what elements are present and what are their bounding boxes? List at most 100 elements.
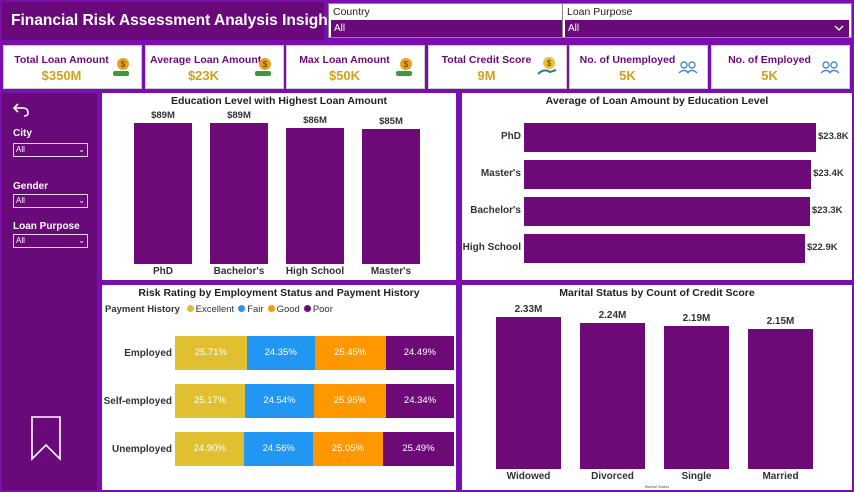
legend-marker xyxy=(186,305,194,312)
chart-bar xyxy=(286,127,344,264)
stacked-segment: 24.34% xyxy=(386,384,454,418)
legend-label: Fair xyxy=(247,304,264,315)
loan-purpose-filter-value: All xyxy=(16,236,25,245)
chart-title: Average of Loan Amount by Education Leve… xyxy=(545,95,769,107)
y-tick-label: Unemployed xyxy=(111,444,172,455)
money-bag-hand-icon: $ xyxy=(255,58,271,76)
chart-title: Marital Status by Count of Credit Score xyxy=(559,287,755,299)
x-tick-label: High School xyxy=(285,266,345,277)
data-label: $85M xyxy=(379,116,403,128)
kpi-title: Total Loan Amount xyxy=(14,54,109,66)
data-label: $23.4K xyxy=(813,168,844,179)
y-tick-label: Bachelor's xyxy=(470,205,521,216)
gender-filter-label: Gender xyxy=(13,181,49,192)
risk-rating-stacked-chart: Risk Rating by Employment Status and Pay… xyxy=(102,285,456,490)
chart-bar xyxy=(664,326,729,469)
stacked-segment: 25.49% xyxy=(382,432,454,466)
x-tick-label: Single xyxy=(681,471,712,482)
loan-purpose-dropdown-value: All xyxy=(568,23,580,34)
bookmark-icon[interactable] xyxy=(30,415,62,461)
loan-purpose-slicer[interactable]: Loan Purpose All xyxy=(562,3,852,38)
filter-sidebar: City All ⌄ Gender All ⌄ Loan Purpose All ⌄ xyxy=(2,93,97,490)
kpi-value: 9M xyxy=(477,68,496,83)
city-filter-dropdown[interactable]: All ⌄ xyxy=(13,143,88,157)
chart-legend: Payment History Excellent Fair Good Poor xyxy=(105,304,333,315)
data-label: 2.19M xyxy=(682,313,711,325)
dollar-hand-icon: $ xyxy=(537,57,557,75)
chart-bar xyxy=(524,123,816,152)
chart-bar xyxy=(580,322,645,469)
kpi-title: Total Credit Score xyxy=(441,54,532,66)
city-filter-label: City xyxy=(13,128,32,139)
loan-purpose-dropdown[interactable]: All xyxy=(565,20,849,37)
data-label: 2.24M xyxy=(598,309,627,321)
stacked-segment: 24.54% xyxy=(245,384,314,418)
legend-label: Poor xyxy=(312,304,333,315)
kpi-no-of-unemployed: No. of Unemployed 5K xyxy=(569,45,708,89)
chart-title: Risk Rating by Employment Status and Pay… xyxy=(138,287,420,299)
kpi-value: $23K xyxy=(187,68,220,83)
stacked-segment: 24.90% xyxy=(175,432,245,466)
chart-bar xyxy=(524,197,810,226)
y-tick-label: Master's xyxy=(480,168,521,179)
x-tick-label: Married xyxy=(762,471,799,482)
svg-text:$: $ xyxy=(404,60,409,69)
education-highest-loan-chart: Education Level with Highest Loan Amount… xyxy=(102,93,456,280)
chart-bar xyxy=(524,160,812,189)
chart-bar xyxy=(134,123,192,264)
legend-marker xyxy=(238,305,246,312)
data-label: $23.8K xyxy=(818,131,849,142)
stacked-segment: 25.05% xyxy=(312,432,383,466)
country-slicer-label: Country xyxy=(333,6,370,18)
chart-bar xyxy=(524,234,805,263)
x-tick-label: Divorced xyxy=(591,471,634,482)
chevron-down-icon xyxy=(833,20,845,43)
chart-bar xyxy=(748,328,813,469)
svg-text:$: $ xyxy=(263,60,268,69)
gender-filter-value: All xyxy=(16,196,25,205)
chevron-down-icon: ⌄ xyxy=(78,145,85,154)
x-tick-label: Bachelor's xyxy=(213,266,265,277)
people-icon xyxy=(820,61,840,74)
loan-purpose-filter-dropdown[interactable]: All ⌄ xyxy=(13,234,88,248)
stacked-segment: 25.71% xyxy=(175,336,247,370)
chevron-down-icon: ⌄ xyxy=(78,236,85,245)
kpi-title: No. of Employed xyxy=(728,54,811,66)
money-bag-hand-icon: $ xyxy=(113,58,129,76)
stacked-segment: 25.45% xyxy=(314,336,386,370)
legend-title: Payment History xyxy=(105,304,180,315)
kpi-title: No. of Unemployed xyxy=(579,54,676,66)
kpi-value: 5K xyxy=(619,68,636,83)
data-label: $23.3K xyxy=(811,205,843,216)
stacked-segment: 24.56% xyxy=(244,432,313,466)
legend-marker xyxy=(303,305,311,312)
kpi-value: $350M xyxy=(41,68,82,83)
chart-bar xyxy=(210,123,268,264)
stacked-segment: 25.17% xyxy=(175,384,246,418)
chart-bar xyxy=(496,317,561,469)
chart-title: Education Level with Highest Loan Amount xyxy=(170,95,388,107)
svg-text:$: $ xyxy=(121,60,126,69)
gender-filter-dropdown[interactable]: All ⌄ xyxy=(13,194,88,208)
country-dropdown-value: All xyxy=(334,23,346,34)
legend-marker xyxy=(267,305,275,312)
y-tick-label: Self-employed xyxy=(103,396,172,407)
chevron-down-icon: ⌄ xyxy=(78,196,85,205)
kpi-total-credit-score: Total Credit Score 9M $ xyxy=(428,45,567,89)
x-axis-title: Marital Status xyxy=(644,484,670,489)
kpi-title: Average Loan Amount xyxy=(150,54,262,66)
stacked-segment: 24.35% xyxy=(246,336,315,370)
y-tick-label: High School xyxy=(462,242,521,253)
kpi-title: Max Loan Amount xyxy=(299,54,390,66)
city-filter-value: All xyxy=(16,145,25,154)
money-bag-hand-icon: $ xyxy=(396,58,412,76)
y-tick-label: Employed xyxy=(124,348,172,359)
back-arrow-icon[interactable] xyxy=(12,100,30,118)
people-icon xyxy=(678,61,698,74)
legend-label: Good xyxy=(276,304,300,315)
kpi-value: 5K xyxy=(761,68,778,83)
marital-status-chart: Marital Status by Count of Credit Score … xyxy=(462,285,852,490)
data-label: 2.15M xyxy=(766,315,795,327)
kpi-total-loan-amount: Total Loan Amount $350M $ xyxy=(3,45,142,89)
kpi-value: $50K xyxy=(328,68,361,83)
